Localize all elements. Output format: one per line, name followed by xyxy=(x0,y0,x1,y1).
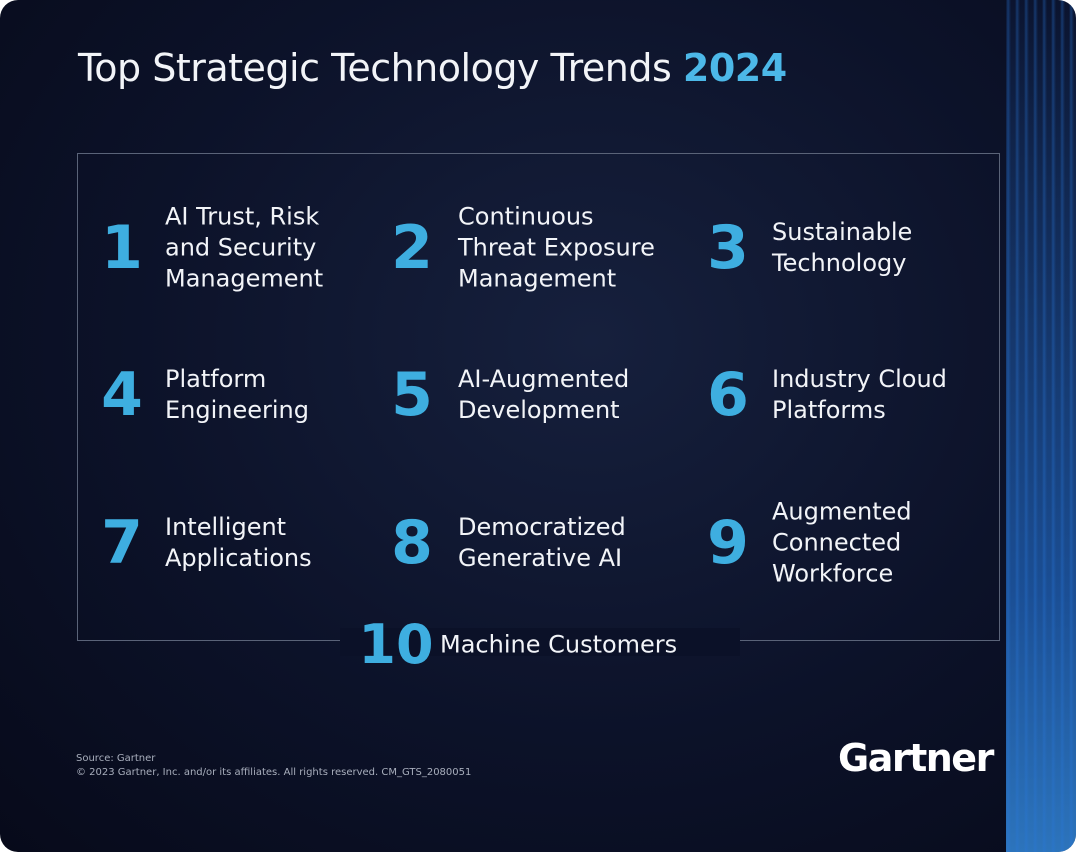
trend-label: Machine Customers xyxy=(440,630,677,661)
trend-label-line: AI-Augmented xyxy=(458,365,630,393)
trend-label-line: Management xyxy=(165,264,324,293)
trend-number: 2 xyxy=(391,213,433,283)
trend-label: Intelligent Applications xyxy=(165,512,312,574)
trend-number: 6 xyxy=(707,360,749,430)
trend-label-line: Augmented xyxy=(772,497,912,526)
title-text: Top Strategic Technology Trends xyxy=(78,46,672,90)
trend-label: Augmented Connected Workforce xyxy=(772,497,912,590)
trend-number: 3 xyxy=(707,213,749,283)
trend-number: 9 xyxy=(707,508,749,578)
trend-label-line: Continuous xyxy=(458,202,594,231)
trend-label: AI Trust, Risk and Security Management xyxy=(165,202,323,295)
trend-label-line: Connected xyxy=(772,528,902,557)
trend-label: Industry Cloud Platforms xyxy=(772,364,947,426)
copyright: © 2023 Gartner, Inc. and/or its affiliat… xyxy=(76,767,472,778)
trend-label: Sustainable Technology xyxy=(772,217,912,279)
trend-number: 10 xyxy=(358,613,434,676)
trend-label-line: Intelligent xyxy=(165,513,287,541)
trend-label-line: Development xyxy=(458,396,620,424)
trend-label-line: Workforce xyxy=(772,559,894,588)
trend-number: 5 xyxy=(391,360,433,430)
title: Top Strategic Technology Trends 2024 xyxy=(78,46,787,90)
trend-label-line: Platforms xyxy=(772,396,886,424)
trend-label: Continuous Threat Exposure Management xyxy=(458,202,655,295)
trend-number: 1 xyxy=(101,213,143,283)
trend-label-line: AI Trust, Risk xyxy=(165,202,320,231)
light-streaks xyxy=(1006,0,1076,852)
trend-label-line: and Security xyxy=(165,233,317,262)
frame-gap xyxy=(340,628,740,656)
trend-label-line: Threat Exposure xyxy=(458,233,655,262)
trend-label: AI-Augmented Development xyxy=(458,364,629,426)
trend-number: 4 xyxy=(101,360,143,430)
trend-label-line: Technology xyxy=(772,249,907,277)
trend-label-line: Sustainable xyxy=(772,218,913,246)
trend-label-line: Industry Cloud xyxy=(772,365,947,393)
trend-label-line: Machine Customers xyxy=(440,630,678,659)
trend-label-line: Applications xyxy=(165,544,312,572)
trend-label-line: Generative AI xyxy=(458,544,623,572)
trend-label-line: Management xyxy=(458,264,617,293)
trend-label-line: Democratized xyxy=(458,513,626,541)
trend-label-line: Engineering xyxy=(165,396,309,424)
source: Source: Gartner xyxy=(76,753,156,764)
trend-label: Democratized Generative AI xyxy=(458,512,626,574)
trend-label-line: Platform xyxy=(165,365,267,393)
trend-number: 7 xyxy=(101,508,143,578)
title-year: 2024 xyxy=(682,46,787,90)
trend-label: Platform Engineering xyxy=(165,364,309,426)
trend-number: 8 xyxy=(391,508,433,578)
logo: Gartner xyxy=(838,736,994,780)
